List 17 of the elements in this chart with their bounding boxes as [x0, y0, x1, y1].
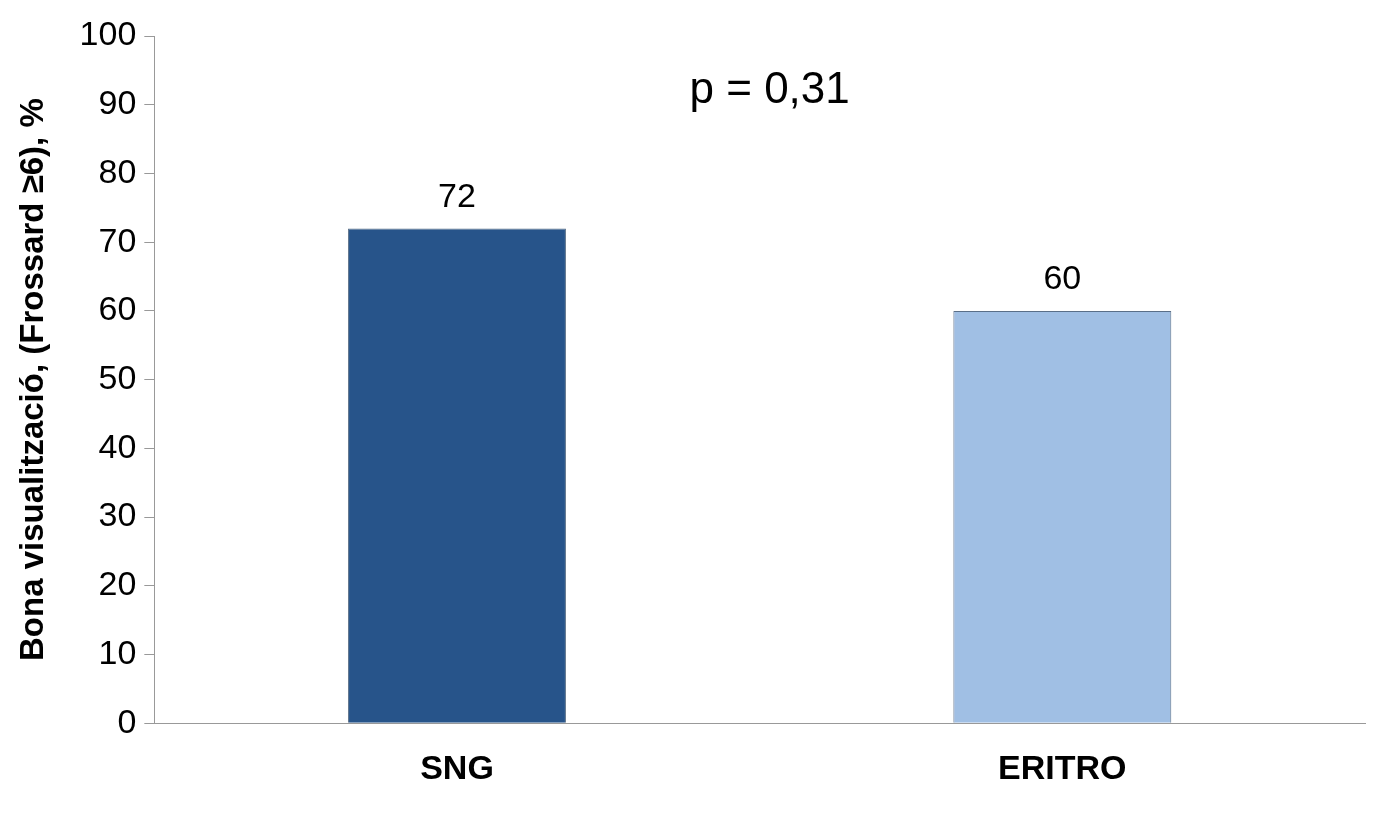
y-axis-title: Bona visualització, (Frossard ≥6), %: [12, 98, 50, 661]
y-tick-label: 60: [98, 289, 137, 328]
y-tick-label: 100: [79, 14, 137, 53]
annotation: p = 0,31: [689, 63, 850, 113]
x-tick-label: ERITRO: [998, 747, 1127, 786]
y-tick-label: 50: [98, 357, 137, 396]
y-tick-label: 40: [98, 426, 137, 465]
data-label: 60: [1043, 258, 1082, 297]
y-tick-label: 90: [98, 83, 137, 122]
y-tick-label: 20: [98, 564, 137, 603]
data-label: 72: [438, 175, 476, 214]
y-tick-label: 70: [98, 220, 137, 259]
y-tick-label: 30: [98, 495, 137, 534]
x-tick-label: SNG: [420, 747, 494, 786]
y-tick-label: 0: [117, 701, 137, 740]
y-tick-label: 80: [98, 151, 137, 190]
y-tick-label: 10: [98, 632, 137, 671]
